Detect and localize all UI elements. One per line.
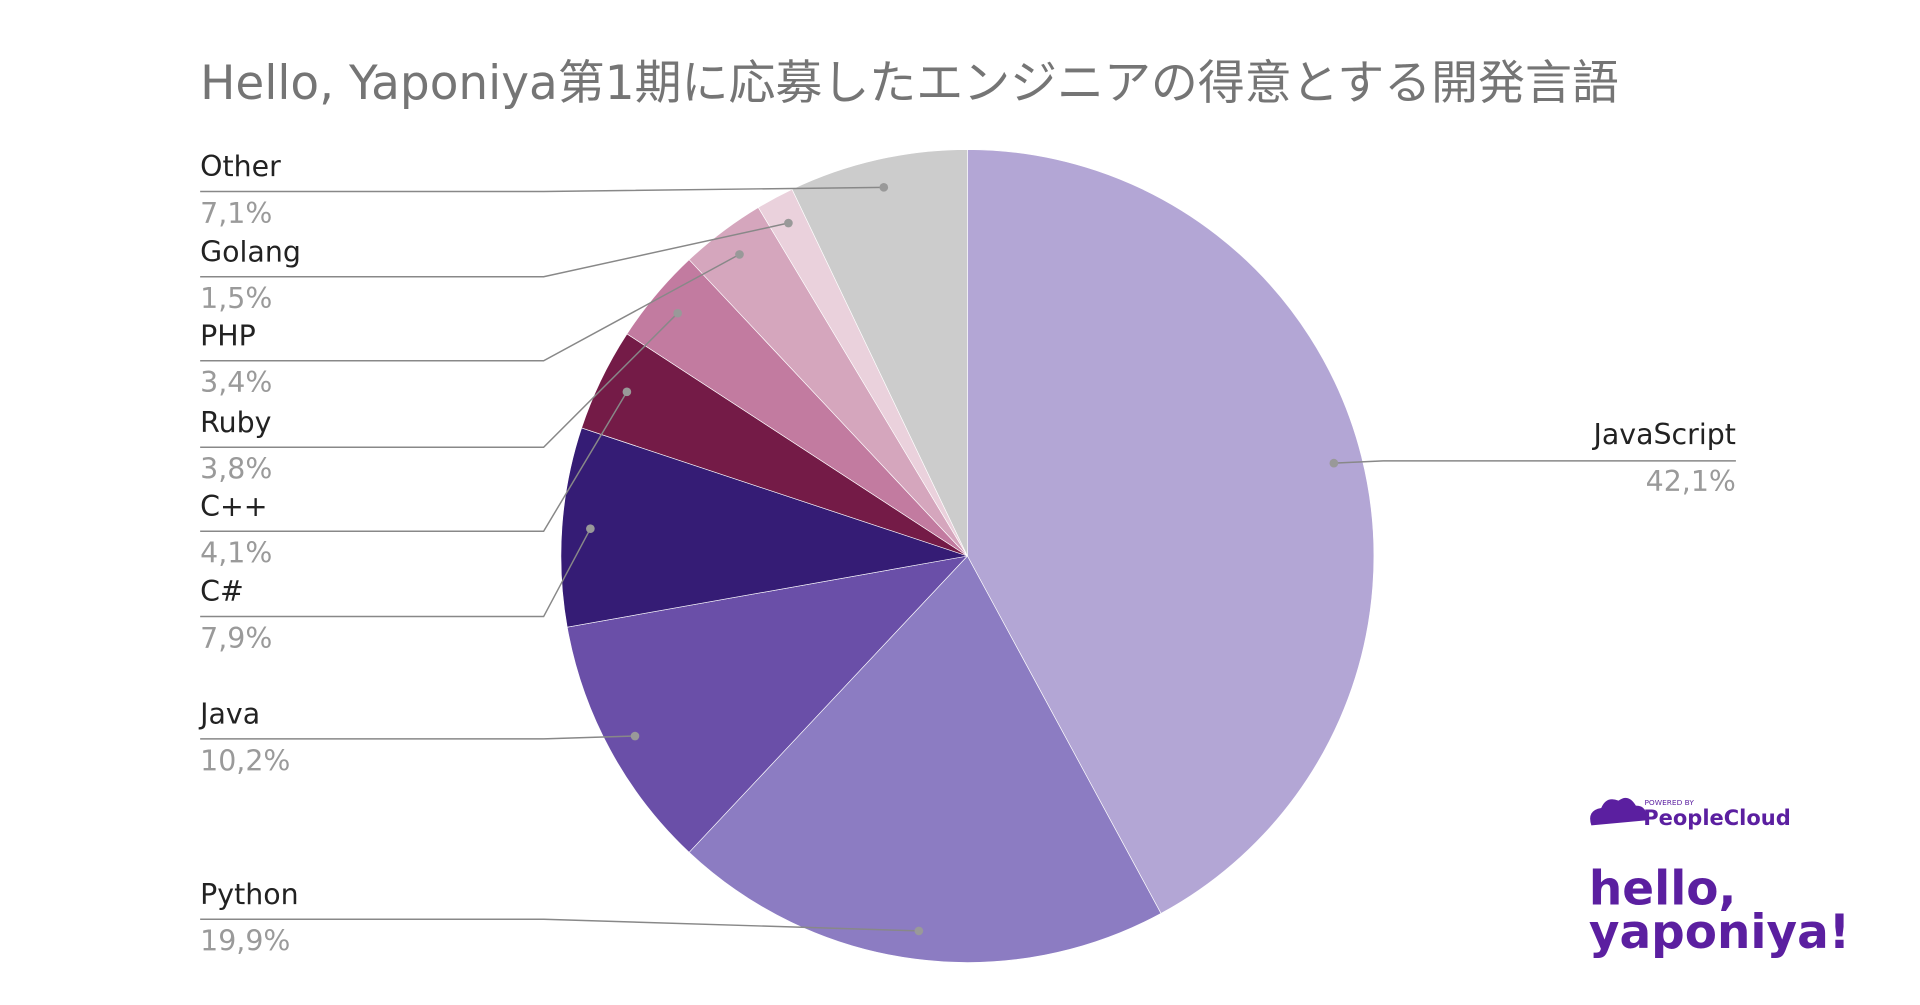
slice-value: 42,1% — [1646, 465, 1736, 498]
leader-line — [1333, 460, 1736, 464]
leader-line — [200, 222, 789, 278]
slice-label: Ruby — [200, 406, 271, 439]
chart-title: Hello, Yaponiya第1期に応募したエンジニアの得意とする開発言語 — [200, 56, 1619, 111]
slice-label: Java — [198, 697, 260, 730]
leader-line — [200, 918, 919, 932]
leader-dot — [879, 183, 889, 192]
leader-dot — [630, 731, 640, 741]
slice-value: 4,1% — [200, 537, 272, 570]
leader-dot — [586, 524, 595, 534]
leader-line — [200, 528, 592, 618]
leader-dot — [914, 926, 924, 936]
slice-label: JavaScript — [1592, 418, 1736, 451]
slice-value: 3,4% — [200, 366, 272, 399]
leader-line — [200, 312, 679, 449]
slice-value: 7,9% — [200, 622, 272, 655]
slice-label: C++ — [200, 490, 267, 523]
logo-line: yaponiya! — [1589, 905, 1850, 960]
leader-line — [200, 735, 636, 740]
slice-label: C# — [200, 575, 244, 608]
pie-slice — [688, 555, 1162, 963]
leader-line — [200, 253, 740, 362]
slice-value: 3,8% — [200, 453, 272, 486]
pie-slice — [566, 555, 969, 853]
leader-dot — [735, 250, 744, 259]
cloud-icon — [1590, 797, 1647, 826]
powered-by: POWERED BY — [1644, 798, 1694, 807]
logo: POWERED BY PeopleCloud hello, yaponiya! — [1589, 797, 1850, 960]
pie-slice — [967, 149, 1375, 914]
slice-value: 10,2% — [200, 744, 290, 777]
leader-line — [200, 186, 884, 193]
slice-value: 19,9% — [200, 925, 290, 958]
leader-dot — [673, 308, 682, 318]
slice-label: Other — [200, 150, 281, 183]
leader-line — [200, 391, 628, 533]
leader-dot — [784, 218, 793, 228]
pie-slice — [560, 427, 968, 628]
leader-dot — [622, 387, 632, 397]
product-name: PeopleCloud — [1643, 806, 1791, 830]
leader-dot — [1329, 458, 1339, 468]
slice-value: 7,1% — [200, 197, 272, 230]
slice-value: 1,5% — [200, 282, 272, 315]
logo-line: hello, — [1589, 862, 1737, 917]
slice-label: Python — [200, 878, 298, 911]
pie-slice — [791, 149, 968, 557]
slice-label: Golang — [200, 235, 301, 268]
slice-label: PHP — [200, 319, 256, 352]
